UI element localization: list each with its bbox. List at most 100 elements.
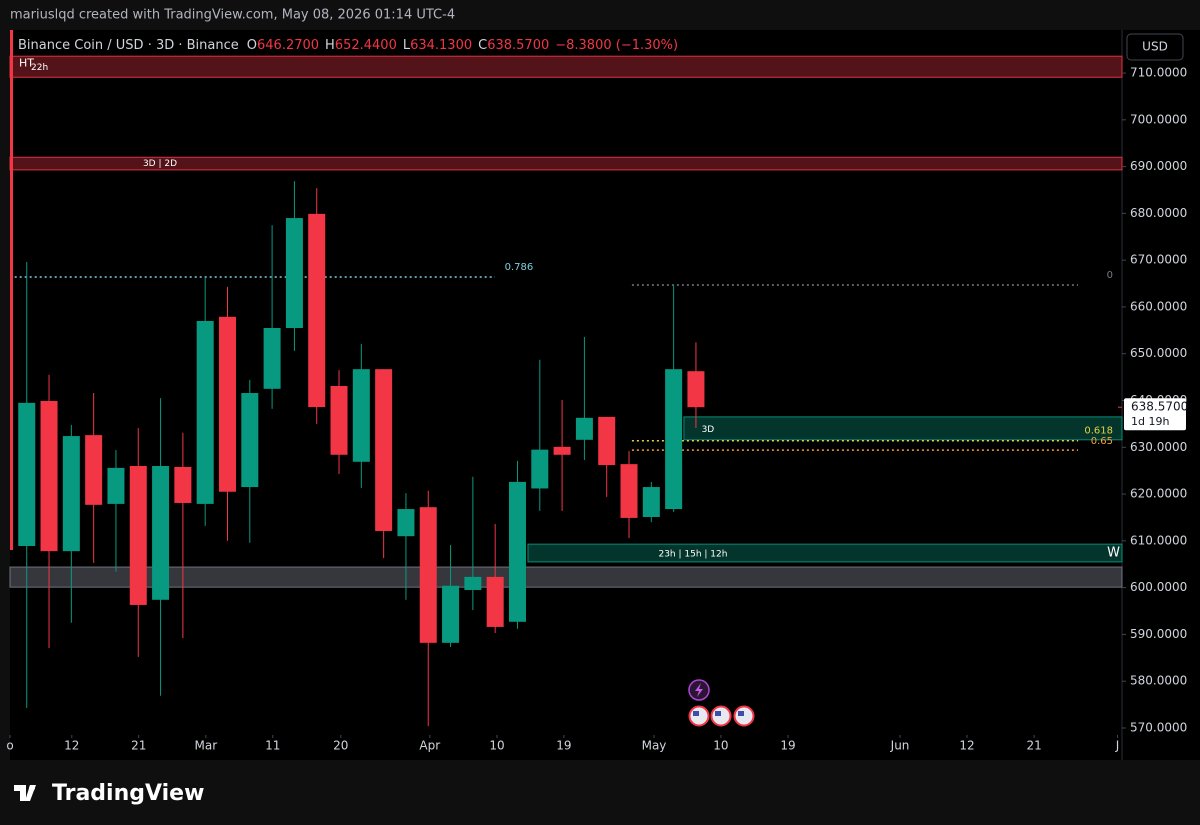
candle-body	[508, 481, 526, 622]
y-tick-label: 630.0000	[1130, 440, 1187, 454]
x-tick-label: 21	[131, 739, 146, 753]
l-label: L	[403, 38, 411, 53]
c-value: 638.5700	[487, 38, 549, 53]
candle-body	[442, 585, 460, 643]
x-tick-label: 12	[64, 739, 79, 753]
y-tick-label: 580.0000	[1130, 674, 1187, 688]
o-label: O	[247, 38, 257, 53]
y-tick-label: 570.0000	[1130, 720, 1187, 734]
y-tick-label: 710.0000	[1130, 66, 1187, 80]
candle-body	[575, 417, 593, 440]
zone-label: 23h | 15h | 12h	[658, 550, 727, 560]
countdown: 1d 19h	[1131, 415, 1169, 428]
symbol: Binance Coin / USD · 3D · Binance	[18, 38, 239, 53]
time-axis	[10, 735, 1200, 760]
candle-body	[598, 416, 616, 466]
y-tick-label: 590.0000	[1130, 627, 1187, 641]
candle-body	[553, 446, 571, 455]
x-tick-label: 11	[265, 739, 280, 753]
y-tick-label: 700.0000	[1130, 112, 1187, 126]
y-tick-label: 660.0000	[1130, 299, 1187, 313]
x-tick-label: J	[1115, 739, 1120, 753]
candle-body	[352, 369, 370, 462]
chart-title: Binance Coin / USD · 3D · Binance O646.27…	[18, 38, 678, 53]
x-tick-label: 21	[1026, 739, 1041, 753]
price-axis	[1122, 30, 1200, 735]
candle-body	[665, 369, 683, 510]
y-tick-label: 680.0000	[1130, 206, 1187, 220]
logo-dot	[29, 785, 35, 791]
attribution: mariuslqd created with TradingView.com, …	[10, 8, 455, 23]
zone	[9, 566, 1123, 588]
candle-body	[620, 464, 638, 518]
h-value: 652.4400	[335, 38, 397, 53]
x-tick-label: o	[6, 739, 13, 753]
logo-text: TradingView	[52, 781, 204, 806]
x-tick-label: Apr	[419, 739, 440, 753]
candle-body	[419, 507, 437, 643]
lightning	[695, 683, 703, 697]
candle-body	[85, 435, 103, 505]
plot-area	[10, 30, 1122, 735]
candle-body	[531, 449, 549, 489]
x-tick-label: Jun	[890, 739, 910, 753]
candle-body	[687, 371, 705, 408]
flag	[693, 711, 699, 716]
event-icons	[688, 679, 755, 727]
candle-body	[642, 487, 660, 517]
c-label: C	[478, 38, 487, 53]
candle-body	[107, 467, 125, 504]
candle-body	[308, 213, 326, 408]
candle-body	[486, 576, 504, 627]
zone-label: HT	[19, 57, 34, 70]
flag	[715, 711, 721, 716]
currency-label[interactable]: USD	[1142, 40, 1168, 54]
y-tick-label: 650.0000	[1130, 346, 1187, 360]
y-tick-label: 620.0000	[1130, 487, 1187, 501]
x-tick-label: May	[642, 739, 667, 753]
zone-label: 3D	[702, 425, 715, 435]
zone-timer: 22h	[31, 63, 48, 73]
logo: TradingView	[14, 781, 204, 806]
last-price-label: 638.5700	[1131, 400, 1188, 414]
o-value: 646.2700	[257, 38, 319, 53]
candle-body	[464, 576, 482, 590]
zone-side-label: W	[1107, 546, 1120, 561]
candle-body	[40, 400, 58, 552]
candle-body	[397, 509, 415, 537]
fib-label: 0.786	[505, 262, 534, 273]
candle-body	[241, 393, 259, 488]
fib-label: 0	[1107, 270, 1113, 281]
candle-body	[218, 316, 236, 492]
candle-body	[152, 466, 170, 600]
y-tick-label: 690.0000	[1130, 159, 1187, 173]
zone	[527, 543, 1123, 563]
currency-button[interactable]	[1126, 33, 1184, 61]
x-tick-label: 10	[713, 739, 728, 753]
x-tick-label: 20	[333, 739, 348, 753]
candle-body	[375, 369, 393, 532]
candle-body	[174, 466, 192, 503]
l-value: 634.1300	[410, 38, 472, 53]
fib-label: 0.618	[1084, 426, 1113, 437]
x-tick-label: 19	[780, 739, 795, 753]
last-price-box	[1124, 398, 1186, 431]
y-tick-label: 600.0000	[1130, 580, 1187, 594]
x-tick-label: 12	[959, 739, 974, 753]
fib-label: 0.65	[1091, 436, 1113, 447]
flag	[738, 711, 744, 716]
zone-label: 3D | 2D	[143, 159, 177, 169]
zone	[683, 416, 1123, 441]
y-tick-label: 670.0000	[1130, 253, 1187, 267]
candle-body	[285, 218, 303, 328]
axes: 570.0000 580.0000 590.0000 600.0000 610.0000…	[6, 66, 1187, 753]
candle-body	[263, 327, 281, 389]
x-tick-label: Mar	[195, 739, 218, 753]
h-label: H	[325, 38, 335, 53]
candle-body	[196, 320, 214, 504]
candle-body	[18, 402, 36, 547]
